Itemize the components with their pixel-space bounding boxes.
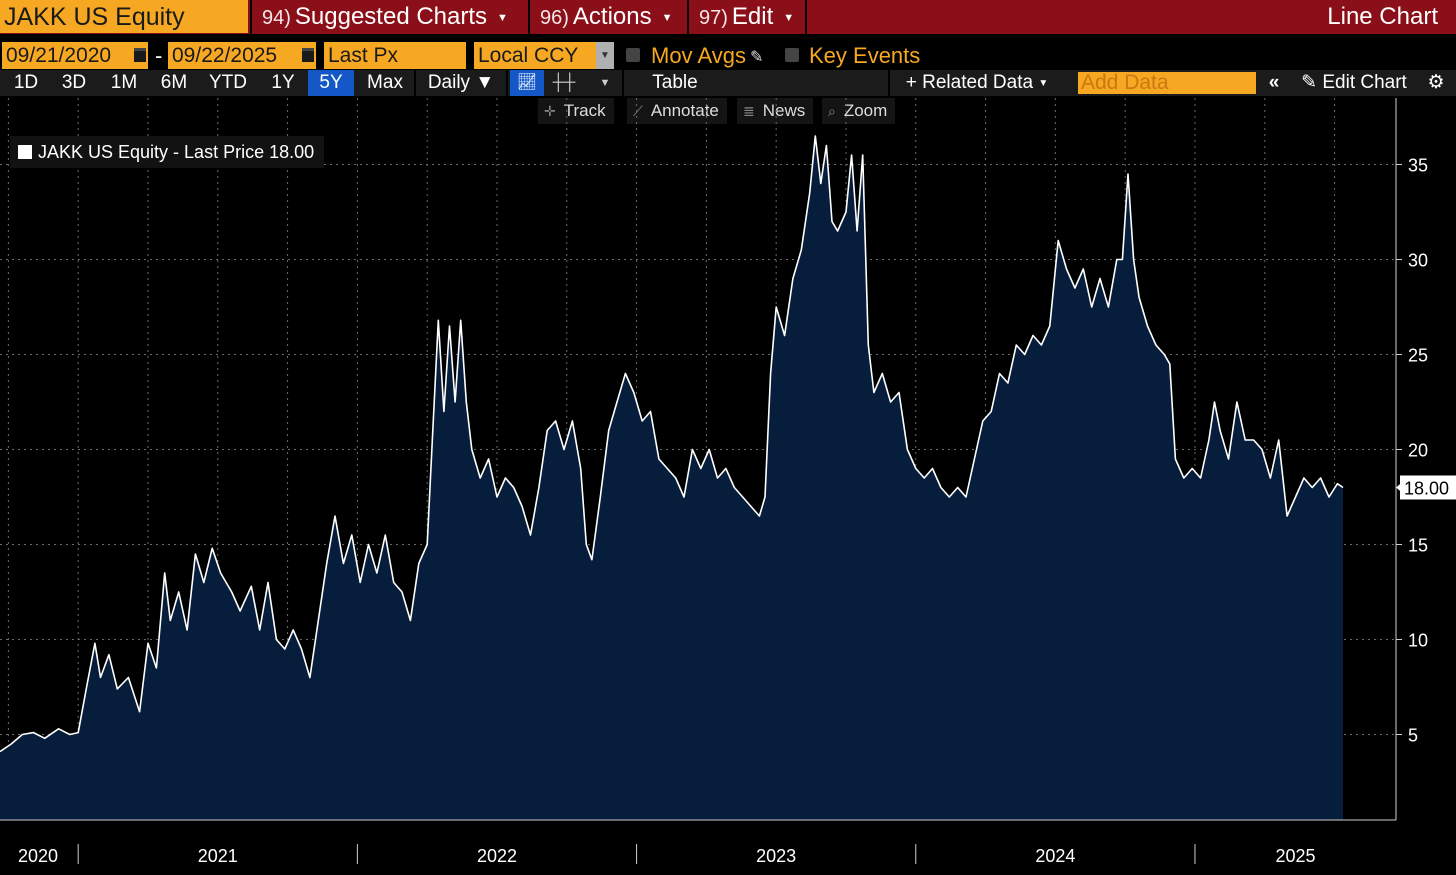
gear-icon[interactable]: ⚙ (1427, 72, 1445, 93)
chevron-down-icon: ▼ (661, 12, 673, 24)
y-tick-label: 30 (1408, 251, 1428, 271)
y-axis: 5 10 15 20 25 30 35 18.00 (1395, 98, 1456, 820)
x-tick-label: 2024 (1035, 846, 1075, 866)
edit-menu[interactable]: 97) Edit ▼ (687, 0, 805, 34)
period-ytd[interactable]: YTD (209, 72, 247, 93)
news-icon: ≣ (743, 103, 755, 119)
end-date-field[interactable]: 09/22/2025 (168, 42, 316, 69)
x-tick-label: 2022 (477, 846, 517, 866)
plus-icon: + (905, 72, 917, 93)
menu-label: Suggested Charts (294, 3, 488, 30)
last-price-pointer (1396, 482, 1402, 493)
x-tick-label: 2023 (756, 846, 796, 866)
pencil-icon[interactable]: ✎ (750, 49, 764, 66)
chevron-down-icon[interactable]: ▼ (599, 77, 611, 89)
news-button[interactable]: ≣ News (737, 98, 814, 124)
start-date-value: 09/21/2020 (6, 44, 112, 67)
related-data-button[interactable]: + Related Data ▼ (896, 70, 1058, 96)
y-tick-label: 20 (1408, 441, 1428, 461)
field-select[interactable]: Last Px (324, 42, 466, 69)
frequency-label: Daily (427, 72, 471, 93)
legend-value: 18.00 (269, 142, 315, 162)
currency-select[interactable]: Local CCY (474, 42, 596, 69)
key-events-label[interactable]: Key Events (809, 43, 921, 68)
period-max[interactable]: Max (367, 72, 403, 93)
chevron-down-icon: ▼ (1038, 78, 1049, 89)
y-tick-label: 10 (1408, 631, 1428, 651)
x-tick-label: 2021 (198, 846, 238, 866)
candlestick-icon[interactable]: ┼┼ (552, 74, 576, 91)
legend-swatch (18, 145, 32, 159)
end-date-value: 09/22/2025 (172, 44, 278, 67)
pencil-icon: ✎ (1301, 72, 1318, 93)
y-tick-label: 5 (1408, 726, 1418, 746)
collapse-icon[interactable]: « (1268, 72, 1280, 93)
mov-avgs-checkbox[interactable] (626, 48, 640, 62)
edit-chart-label: Edit Chart (1322, 72, 1407, 93)
y-tick-label: 25 (1408, 346, 1428, 366)
x-tick-label: 2020 (18, 846, 58, 866)
period-5y[interactable]: 5Y (308, 70, 354, 96)
price-area (0, 136, 1343, 820)
zoom-icon: ⌕ (828, 103, 836, 119)
mov-avgs-label[interactable]: Mov Avgs (651, 43, 746, 68)
add-data-input[interactable]: Add Data (1078, 72, 1256, 94)
x-axis: 2020 2021 2022 2023 2024 2025 (0, 819, 1396, 866)
track-button[interactable]: ✛ Track (538, 98, 614, 124)
security-input[interactable]: JAKK US Equity (0, 0, 248, 33)
divider (414, 70, 416, 96)
x-tick-label: 2025 (1275, 846, 1315, 866)
menu-number: 94) (262, 7, 291, 29)
divider (506, 70, 508, 96)
menu-label: Actions (572, 3, 652, 30)
chevron-down-icon: ▼ (497, 12, 508, 24)
suggested-charts-menu[interactable]: 94) Suggested Charts ▼ (250, 0, 527, 34)
annotate-button[interactable]: ⟋ Annotate (627, 98, 727, 124)
calendar-icon[interactable] (134, 48, 146, 62)
actions-menu[interactable]: 96) Actions ▼ (528, 0, 686, 34)
start-date-field[interactable]: 09/21/2020 (2, 42, 148, 69)
annotate-icon: ⟋ (633, 103, 643, 119)
last-price-label: 18.00 (1404, 479, 1449, 499)
period-6m[interactable]: 6M (160, 72, 188, 93)
chart-legend[interactable]: JAKK US Equity - Last Price 18.00 (10, 136, 325, 168)
table-button[interactable]: Table (652, 72, 698, 93)
zoom-label: Zoom (843, 101, 888, 120)
price-line (0, 135, 1344, 753)
calendar-icon[interactable] (302, 48, 314, 62)
zoom-button[interactable]: ⌕ Zoom (822, 98, 896, 124)
grid (0, 98, 1396, 820)
chevron-down-icon: ▼ (783, 12, 795, 24)
period-3d[interactable]: 3D (61, 72, 87, 93)
period-1d[interactable]: 1D (13, 72, 39, 93)
date-separator: - (155, 43, 163, 68)
divider (888, 70, 890, 96)
divider (622, 70, 624, 96)
menu-number: 96) (540, 7, 569, 29)
frequency-select[interactable]: Daily ▼ (427, 72, 495, 93)
y-tick-label: 15 (1408, 536, 1428, 556)
chevron-down-icon[interactable]: ▼ (596, 42, 614, 69)
menu-number: 97) (699, 7, 728, 29)
period-1m[interactable]: 1M (110, 72, 138, 93)
related-data-label: Related Data (922, 72, 1034, 93)
period-1y[interactable]: 1Y (271, 72, 295, 93)
key-events-checkbox[interactable] (785, 48, 799, 62)
news-label: News (762, 101, 806, 120)
annotate-label: Annotate (650, 101, 719, 120)
chart-type-title: Line Chart (1327, 3, 1438, 30)
last-price-badge (1400, 475, 1456, 500)
track-label: Track (563, 101, 606, 120)
divider (805, 0, 807, 34)
y-tick-label: 35 (1408, 156, 1428, 176)
line-chart-icon[interactable]: 📈︎ (510, 70, 544, 96)
legend-label: JAKK US Equity - Last Price (38, 142, 265, 162)
menu-label: Edit (731, 3, 774, 30)
edit-chart-button[interactable]: ✎ Edit Chart (1294, 70, 1414, 96)
crosshair-icon: ✛ (544, 103, 556, 119)
